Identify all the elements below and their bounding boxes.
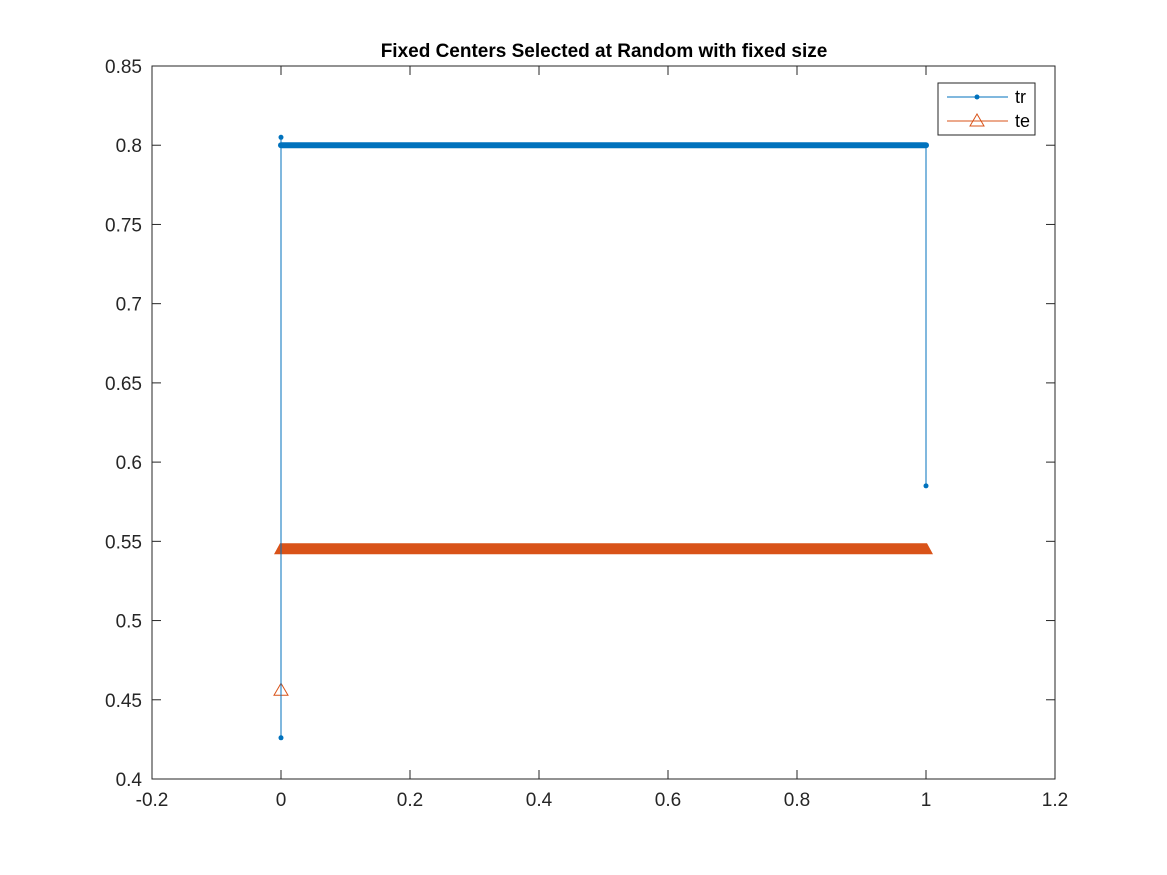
legend[interactable]: tr te <box>937 82 1036 136</box>
series-tr-point <box>536 142 542 148</box>
legend-box <box>937 82 1036 136</box>
chart-title: Fixed Centers Selected at Random with fi… <box>381 41 828 62</box>
y-tick-label: 0.6 <box>116 453 142 474</box>
y-tick-label: 0.5 <box>116 612 142 633</box>
y-tick-label: 0.7 <box>116 295 142 316</box>
y-tick-label: 0.85 <box>105 57 142 78</box>
x-tick-label: -0.2 <box>136 790 169 811</box>
series-tr-point <box>665 142 671 148</box>
x-tick-label: 0.8 <box>784 790 810 811</box>
x-tick-label: 0.2 <box>397 790 423 811</box>
series-tr-point <box>278 134 284 140</box>
y-tick-label: 0.55 <box>105 532 142 553</box>
plot-area <box>152 66 1055 779</box>
y-tick-label: 0.45 <box>105 691 142 712</box>
series-layer <box>273 134 933 741</box>
x-tick-label: 1 <box>921 790 932 811</box>
legend-marker-te <box>969 113 985 127</box>
series-tr-point <box>859 142 864 148</box>
series-tr-point <box>407 142 413 148</box>
legend-items: tr te <box>947 87 1030 131</box>
series-tr-point <box>923 483 929 489</box>
y-tick-label: 0.75 <box>105 215 142 236</box>
legend-marker-tr <box>974 94 980 100</box>
series-tr-point <box>730 142 735 148</box>
y-tick-label: 0.4 <box>116 770 143 791</box>
series-tr-point <box>923 142 929 148</box>
y-tick-label: 0.8 <box>116 136 142 157</box>
legend-label-tr: tr <box>1015 87 1026 107</box>
series-tr-point <box>601 142 606 148</box>
series-tr-point <box>472 142 477 148</box>
x-tick-label: 1.2 <box>1042 790 1068 811</box>
x-tick-label: 0.4 <box>526 790 553 811</box>
series-tr-point <box>278 735 284 741</box>
x-tick-label: 0 <box>276 790 287 811</box>
series-tr-point <box>343 142 348 148</box>
legend-label-te: te <box>1015 111 1030 131</box>
series-tr-point <box>278 142 284 148</box>
series-tr-point <box>794 142 800 148</box>
x-tick-label: 0.6 <box>655 790 681 811</box>
axes-box <box>151 65 1056 780</box>
y-tick-label: 0.65 <box>105 374 142 395</box>
series-te-plateau-markers <box>274 543 933 555</box>
ticks-layer: -0.2 0 0.2 0.4 0.6 0.8 1 1.2 0.4 0.45 0.5 0.55 0.6 0.… <box>105 57 1068 811</box>
